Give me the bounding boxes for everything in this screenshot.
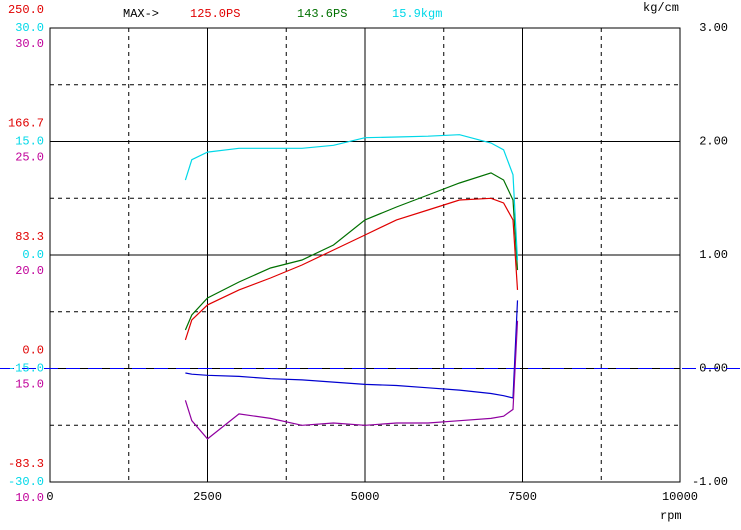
y3-tick-label: 15.0 — [15, 135, 44, 149]
y4-tick-label: 25.0 — [15, 151, 44, 165]
max-label: 15.9kgm — [392, 7, 442, 21]
y3-tick-label: -30.0 — [8, 475, 44, 489]
x-tick-label: 10000 — [662, 490, 698, 504]
y2-tick-label: 2.00 — [699, 135, 728, 149]
y-tick-label: 166.7 — [8, 117, 44, 131]
y2-tick-label: 1.00 — [699, 248, 728, 262]
y4-tick-label: 30.0 — [15, 37, 44, 51]
max-label: 143.6PS — [297, 7, 347, 21]
series-line — [184, 172, 519, 331]
series-line — [184, 197, 519, 341]
y3-tick-label: -15.0 — [8, 362, 44, 376]
y-tick-label: 250.0 — [8, 3, 44, 17]
series-line — [185, 300, 519, 399]
x-tick-label: 2500 — [193, 490, 222, 504]
y3-tick-label: 30.0 — [15, 21, 44, 35]
y4-tick-label: 10.0 — [15, 491, 44, 505]
y2-tick-label: 3.00 — [699, 21, 728, 35]
max-title: MAX-> — [123, 7, 159, 21]
y-tick-label: 0.0 — [22, 344, 44, 358]
x-tick-label: 7500 — [508, 490, 537, 504]
y4-tick-label: 15.0 — [15, 378, 44, 392]
y2-tick-label: -1.00 — [692, 475, 728, 489]
x-axis-label: rpm — [660, 509, 682, 523]
series-line — [184, 320, 519, 440]
y2-axis-label: kg/cm — [643, 1, 679, 15]
series-line — [184, 134, 519, 261]
y-tick-label: 83.3 — [15, 230, 44, 244]
x-tick-label: 5000 — [351, 490, 380, 504]
y4-tick-label: 20.0 — [15, 264, 44, 278]
y-tick-label: -83.3 — [8, 457, 44, 471]
x-tick-label: 0 — [46, 490, 53, 504]
max-label: 125.0PS — [190, 7, 240, 21]
y3-tick-label: 0.0 — [22, 248, 44, 262]
